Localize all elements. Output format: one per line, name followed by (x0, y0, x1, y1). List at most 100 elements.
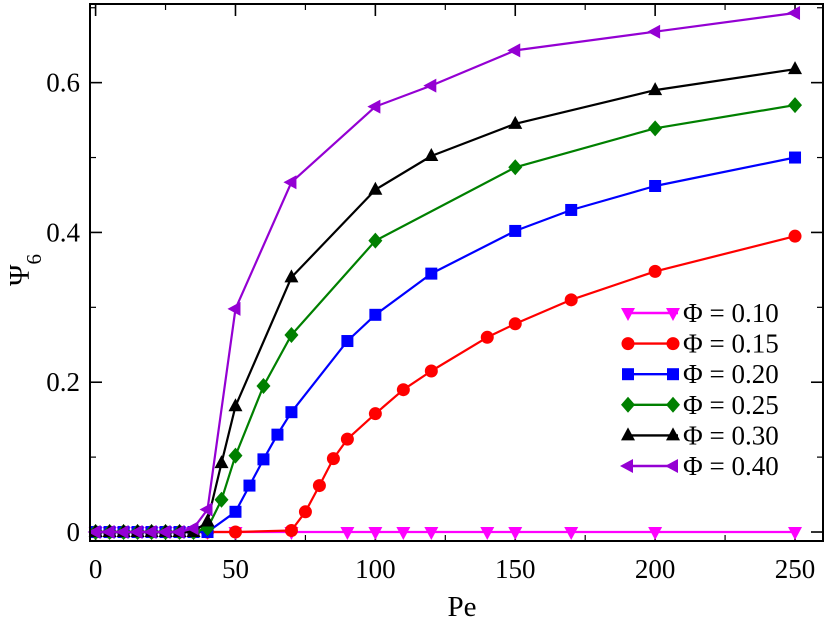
data-point (565, 203, 578, 216)
data-point (312, 479, 326, 493)
legend-marker (621, 427, 635, 441)
data-point (480, 330, 494, 344)
legend-marker (666, 337, 680, 351)
data-point (367, 99, 381, 114)
data-point (143, 525, 157, 540)
data-point (227, 301, 241, 316)
data-point (423, 78, 437, 93)
legend-marker (622, 368, 634, 381)
data-point (647, 24, 661, 39)
legend-marker (621, 308, 635, 321)
data-point (425, 267, 438, 280)
x-tick-label: 200 (635, 554, 676, 584)
data-point (129, 525, 143, 540)
data-point (271, 428, 284, 441)
data-point (788, 527, 803, 541)
data-point (298, 505, 312, 519)
data-point (368, 232, 383, 249)
data-point (368, 181, 383, 195)
legend-marker (667, 368, 679, 381)
data-point (424, 148, 439, 162)
legend-marker (666, 308, 680, 321)
data-point (509, 224, 522, 237)
data-point (243, 479, 256, 492)
axis-ticks: 0 50 100 150 200 250 0 0.2 0.4 0.6 (46, 4, 823, 584)
data-point (788, 97, 803, 114)
data-point (283, 175, 297, 190)
data-point (368, 407, 382, 421)
y-tick-label: 0 (67, 517, 81, 547)
plot-frame (89, 3, 824, 542)
x-tick-label: 0 (89, 554, 103, 584)
data-point (285, 406, 298, 419)
data-point (507, 43, 521, 58)
legend-marker (665, 459, 678, 473)
data-point (788, 229, 802, 243)
data-point (200, 513, 215, 527)
data-point (199, 502, 213, 517)
data-point (368, 527, 383, 541)
legend-label: Φ = 0.10 (683, 298, 779, 328)
data-point (214, 455, 229, 469)
data-point (326, 452, 340, 466)
data-point (157, 525, 171, 540)
legend-label: Φ = 0.20 (683, 359, 779, 389)
data-point (228, 398, 243, 412)
data-point (101, 525, 115, 540)
legend-marker (621, 337, 635, 351)
data-point (648, 527, 663, 541)
data-point (508, 527, 523, 541)
legend-marker (666, 396, 680, 413)
y-axis-title-subscript: 6 (22, 254, 46, 265)
legend: Φ = 0.10Φ = 0.15Φ = 0.20Φ = 0.25Φ = 0.30… (620, 298, 779, 481)
data-point (508, 317, 522, 331)
data-point (648, 264, 662, 278)
data-point (424, 364, 438, 378)
data-point (788, 61, 803, 75)
legend-label: Φ = 0.25 (683, 390, 779, 420)
data-point (787, 5, 801, 20)
data-point (648, 120, 663, 137)
data-point (396, 527, 411, 541)
legend-marker (620, 459, 633, 473)
data-point (396, 383, 410, 397)
legend-label: Φ = 0.30 (683, 420, 779, 450)
data-point (257, 453, 270, 466)
data-point (508, 115, 523, 129)
data-point (228, 525, 242, 539)
data-point (171, 525, 185, 540)
x-tick-label: 100 (355, 554, 396, 584)
x-tick-label: 250 (775, 554, 816, 584)
data-point (115, 525, 129, 540)
legend-label: Φ = 0.15 (683, 329, 779, 359)
x-tick-label: 150 (495, 554, 536, 584)
data-point (185, 521, 199, 536)
x-axis-title: Pe (448, 591, 477, 623)
data-point (424, 527, 439, 541)
data-point (648, 82, 663, 96)
data-point (284, 269, 299, 283)
data-point (508, 159, 523, 176)
data-point (789, 151, 802, 164)
plot-series (87, 5, 803, 541)
y-axis-title: Ψ6 (4, 254, 46, 286)
legend-marker (666, 427, 680, 441)
data-point (340, 527, 355, 541)
data-point (284, 524, 298, 538)
legend-marker (621, 396, 635, 413)
data-point (369, 308, 382, 321)
data-point (228, 447, 243, 464)
y-tick-label: 0.6 (46, 68, 80, 98)
data-point (564, 527, 579, 541)
y-tick-label: 0.4 (46, 217, 80, 247)
data-point (340, 432, 354, 446)
data-point (229, 505, 242, 518)
data-point (87, 525, 101, 540)
data-point (649, 179, 662, 192)
data-point (256, 377, 271, 394)
data-point (341, 335, 354, 348)
data-point (214, 491, 229, 508)
data-point (564, 293, 578, 307)
data-point (480, 527, 495, 541)
